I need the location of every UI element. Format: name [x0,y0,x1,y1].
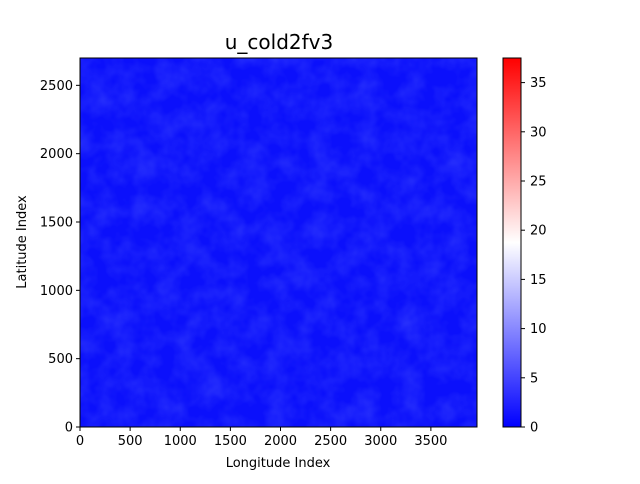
colorbar-ticks: 0 5 10 15 20 25 30 35 [521,76,547,436]
colorbar-tick-label: 15 [530,273,547,288]
y-tick-label: 1500 [40,216,73,231]
y-axis-label: Latitude Index [15,195,30,289]
colorbar-tick-label: 10 [530,322,547,337]
heatmap-plot-area [79,57,478,428]
y-tick-label: 2000 [40,147,73,162]
y-tick-label: 2500 [40,79,73,94]
y-tick-label: 500 [48,352,73,367]
x-tick-label: 500 [118,434,143,449]
colorbar-tick-label: 30 [530,125,547,140]
colorbar-tick-label: 0 [530,421,538,436]
x-tick-label: 2000 [264,434,297,449]
y-tick-label: 0 [65,421,73,436]
colorbar-tick-label: 20 [530,224,547,239]
x-axis-label: Longitude Index [226,456,331,471]
y-axis: 0 500 1000 1500 2000 2500 [40,79,80,436]
x-tick-label: 3000 [364,434,397,449]
heatmap-texture [80,58,477,427]
x-tick-label: 2500 [314,434,347,449]
colorbar-tick-label: 25 [530,175,547,190]
x-tick-label: 0 [76,434,84,449]
colorbar-tick-label: 35 [530,76,547,91]
x-tick-label: 3500 [414,434,447,449]
plot-frame [79,57,478,428]
x-tick-label: 1000 [164,434,197,449]
x-tick-label: 1500 [214,434,247,449]
y-tick-label: 1000 [40,284,73,299]
colorbar-gradient [502,57,522,428]
chart-title: u_cold2fv3 [225,30,334,54]
colorbar: 0 5 10 15 20 25 30 35 [502,57,547,436]
colorbar-tick-label: 5 [530,371,538,386]
x-axis: 0 500 1000 1500 2000 2500 3000 3500 [76,427,447,449]
